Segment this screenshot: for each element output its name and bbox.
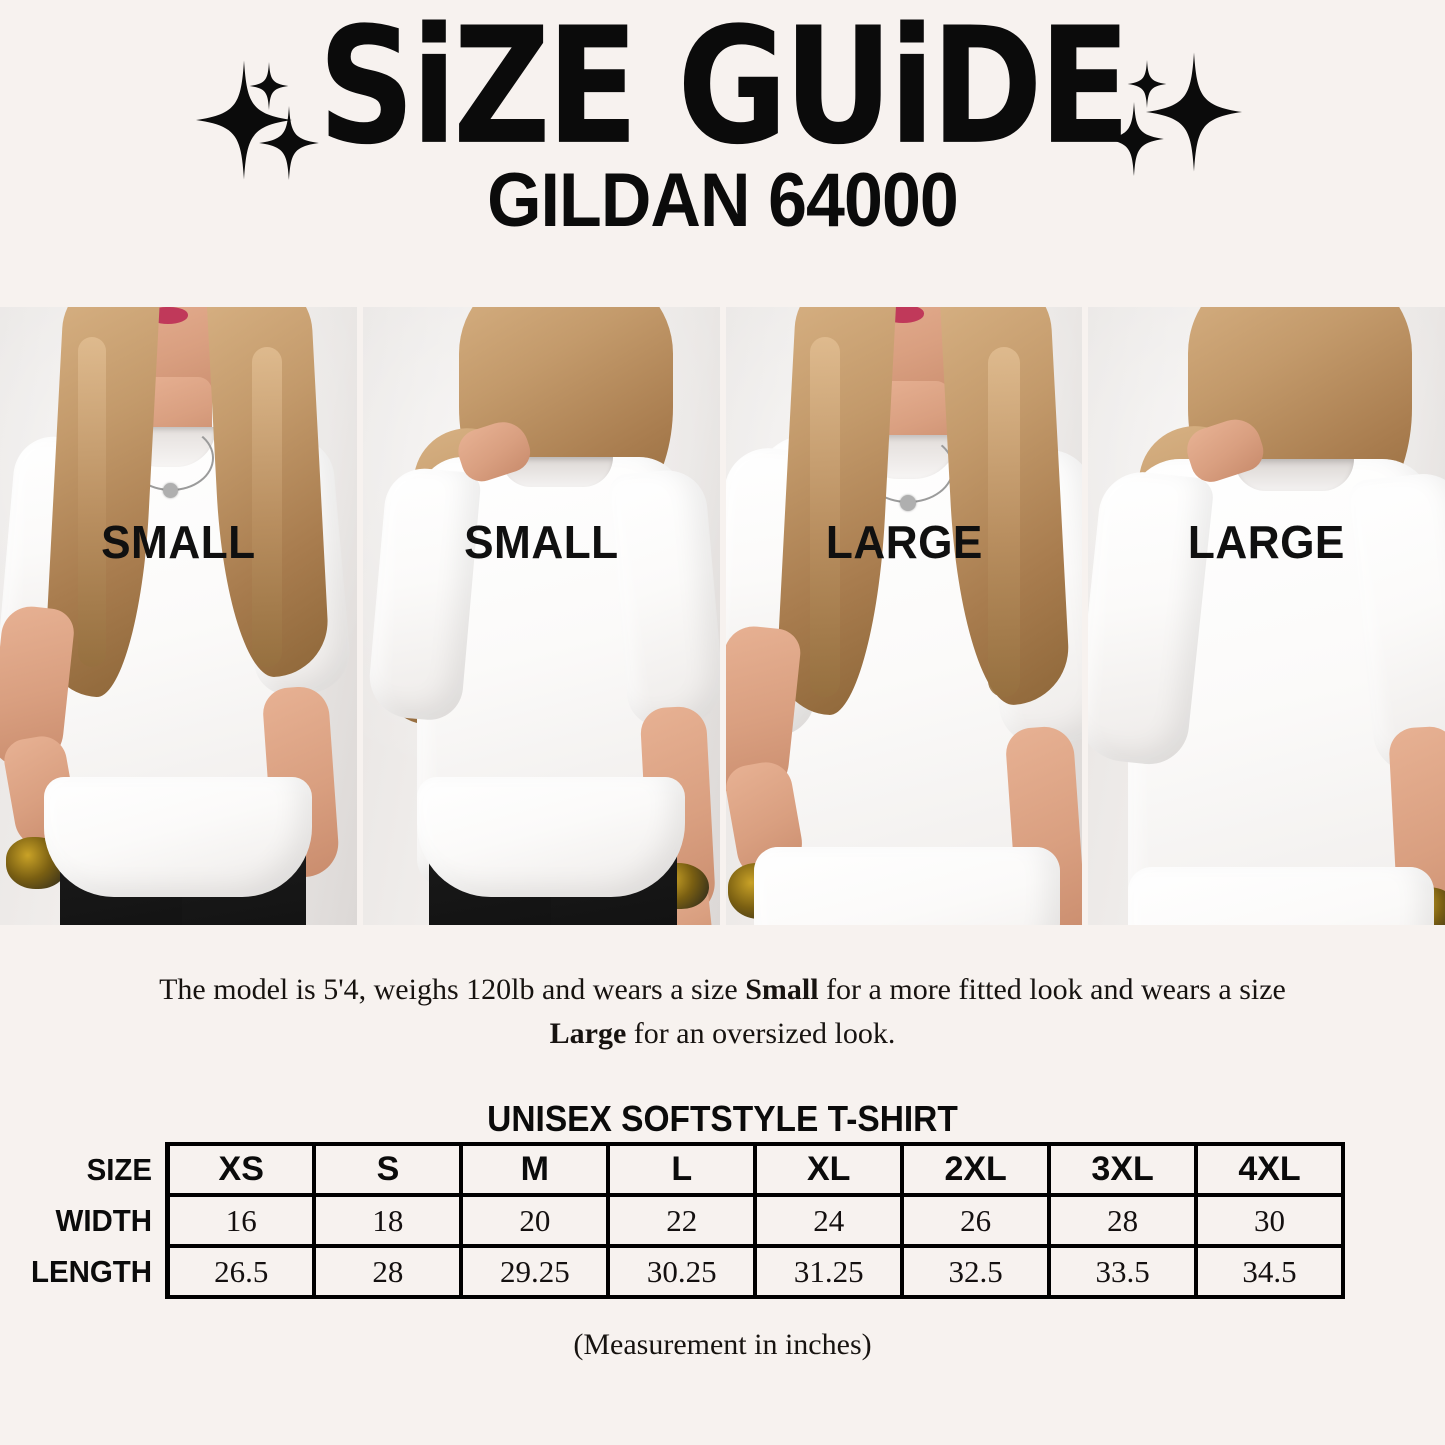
- col-head-2xl: 2XL: [900, 1142, 1052, 1197]
- length-m: 29.25: [459, 1244, 611, 1299]
- photo-label-3: LARGE: [825, 516, 983, 568]
- col-head-3xl: 3XL: [1047, 1142, 1199, 1197]
- sparkle-icon-medium-right: [1103, 102, 1165, 176]
- title-row: SiZE GUiDE: [0, 0, 1445, 167]
- model-photo-strip: SMALL: [0, 307, 1445, 925]
- description-size-large: Large: [549, 1016, 627, 1050]
- width-2xl: 26: [900, 1193, 1052, 1248]
- row-label-width: WIDTH: [28, 1195, 167, 1246]
- description-part-3: for an oversized look.: [626, 1016, 896, 1050]
- length-xl: 31.25: [753, 1244, 905, 1299]
- description-part-1: The model is 5'4, weighs 120lb and wears…: [159, 973, 746, 1006]
- length-4xl: 34.5: [1194, 1244, 1345, 1299]
- col-head-l: L: [606, 1142, 758, 1197]
- photo-label-4: LARGE: [1188, 516, 1346, 568]
- table-row-size: SIZE XS S M L XL 2XL 3XL 4XL: [25, 1142, 1345, 1197]
- length-2xl: 32.5: [900, 1244, 1052, 1299]
- header-section: SiZE GUiDE GILDAN 64000: [0, 0, 1445, 290]
- width-s: 18: [312, 1193, 464, 1248]
- model-photo-small-front: SMALL: [0, 307, 357, 925]
- sparkle-icon-medium-left: [258, 106, 320, 180]
- col-head-m: M: [459, 1142, 611, 1197]
- model-description: The model is 5'4, weighs 120lb and wears…: [120, 968, 1325, 1055]
- row-label-length: LENGTH: [28, 1246, 167, 1297]
- size-table-title: UNISEX SOFTSTYLE T-SHIRT: [487, 1098, 958, 1139]
- width-xl: 24: [753, 1193, 905, 1248]
- table-row-length: LENGTH 26.5 28 29.25 30.25 31.25 32.5 33…: [25, 1244, 1345, 1299]
- col-head-xs: XS: [165, 1142, 317, 1197]
- width-m: 20: [459, 1193, 611, 1248]
- sparkle-icon-small-right: [1127, 60, 1167, 108]
- model-photo-large-front: LARGE: [725, 307, 1083, 925]
- model-photo-large-back: LARGE: [1088, 307, 1445, 925]
- table-row-width: WIDTH 16 18 20 22 24 26 28 30: [25, 1193, 1345, 1248]
- row-label-size: SIZE: [28, 1144, 167, 1195]
- page-title: SiZE GUiDE: [318, 0, 1131, 181]
- sparkle-icon-large-left: [196, 60, 292, 180]
- length-l: 30.25: [606, 1244, 758, 1299]
- length-3xl: 33.5: [1047, 1244, 1199, 1299]
- product-subtitle: GILDAN 64000: [487, 158, 959, 243]
- photo-label-1: SMALL: [101, 516, 256, 568]
- size-chart-table: SIZE XS S M L XL 2XL 3XL 4XL WIDTH 16 18…: [25, 1142, 1345, 1299]
- width-4xl: 30: [1194, 1193, 1345, 1248]
- length-s: 28: [312, 1244, 464, 1299]
- model-photo-small-back: SMALL: [362, 307, 720, 925]
- width-l: 22: [606, 1193, 758, 1248]
- sparkle-icon-small-left: [249, 62, 289, 110]
- length-xs: 26.5: [165, 1244, 317, 1299]
- description-part-2: for a more fitted look and wears a size: [818, 973, 1286, 1006]
- sparkle-icon-large-right: [1146, 52, 1242, 172]
- col-head-4xl: 4XL: [1194, 1142, 1345, 1197]
- col-head-s: S: [312, 1142, 464, 1197]
- photo-label-2: SMALL: [463, 516, 619, 568]
- description-size-small: Small: [745, 973, 819, 1006]
- col-head-xl: XL: [753, 1142, 905, 1197]
- width-3xl: 28: [1047, 1193, 1199, 1248]
- size-table-container: SIZE XS S M L XL 2XL 3XL 4XL WIDTH 16 18…: [0, 1142, 1445, 1299]
- width-xs: 16: [165, 1193, 317, 1248]
- measurement-note: (Measurement in inches): [573, 1328, 872, 1361]
